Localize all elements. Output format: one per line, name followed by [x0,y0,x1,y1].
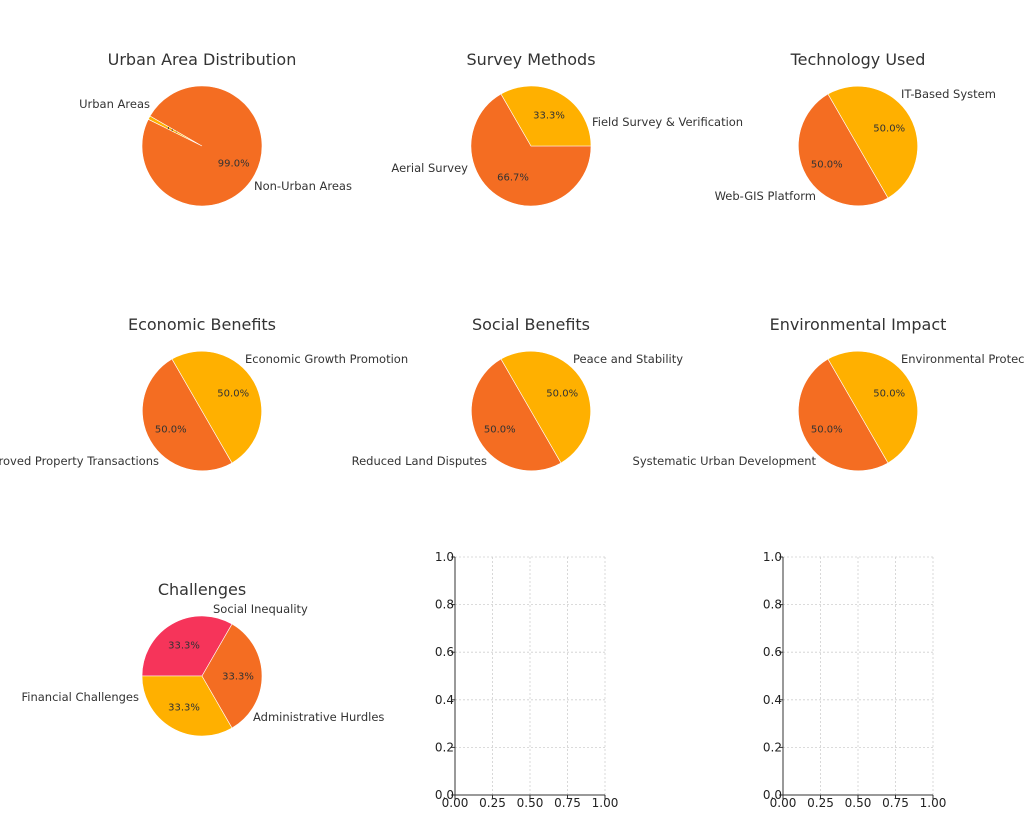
chart-title: Urban Area Distribution [108,50,297,69]
slice-percent-label: 33.3% [533,110,565,121]
slice-percent-label: 33.3% [168,703,200,714]
pie-slice [141,675,233,737]
slice-category-label: Social Inequality [213,602,308,616]
y-tick-label: 0.0 [435,788,454,802]
slice-category-label: Administrative Hurdles [253,710,384,724]
slice-percent-label: 66.7% [497,173,529,184]
slice-percent-label: 99.0% [218,159,250,170]
chart-title: Challenges [158,580,246,599]
pie-slice [470,93,592,207]
y-tick-label: 0.4 [435,693,454,707]
slice-percent-label: 33.3% [168,640,200,651]
pie-chart-3: Technology Used 50.0% IT-Based System 50.0%… [715,50,996,207]
y-tick-label: 0.2 [435,740,454,754]
pie-chart-7: Challenges 33.3% Social Inequality 33.3% Fin… [22,580,384,737]
slice-category-label: Reduced Land Disputes [352,454,487,468]
y-tick-label: 0.6 [763,645,782,659]
chart-title: Environmental Impact [770,315,947,334]
slice-percent-label: 50.0% [217,389,249,400]
chart-title: Social Benefits [472,315,590,334]
pie-slice [500,350,591,464]
y-tick-label: 1.0 [763,550,782,564]
pie-chart-1: Urban Area Distribution1.0%Urban Areas99… [79,50,352,207]
slice-category-label: Environmental Protection [901,352,1024,366]
slice-category-label: Aerial Survey [391,161,468,175]
pie-slice [471,358,562,472]
y-tick-label: 0.8 [435,598,454,612]
slice-percent-label: 50.0% [873,389,905,400]
slice-percent-label: 50.0% [155,425,187,436]
slice-category-label: Non-Urban Areas [254,179,352,193]
slice-percent-label: 50.0% [873,124,905,135]
slice-category-label: Improved Property Transactions [0,454,159,468]
x-tick-label: 0.75 [882,796,909,810]
y-tick-label: 0.4 [763,693,782,707]
chart-title: Survey Methods [466,50,595,69]
x-tick-label: 0.75 [554,796,581,810]
x-tick-label: 0.00 [770,796,797,810]
slice-percent-label: 50.0% [811,425,843,436]
pie-chart-2: Survey Methods 66.7% Field Survey & Verifi… [391,50,743,207]
y-tick-label: 0.6 [435,645,454,659]
pie-slice [500,85,592,147]
slice-category-label: Web-GIS Platform [715,189,816,203]
y-tick-label: 0.2 [763,740,782,754]
pie-slice [141,615,233,677]
slice-category-label: Urban Areas [79,97,150,111]
pie-slice [827,350,918,464]
slice-category-label: Peace and Stability [573,352,683,366]
y-tick-label: 0.0 [763,788,782,802]
slice-percent-label: 50.0% [484,425,516,436]
slice-percent-label: 50.0% [811,160,843,171]
slice-category-label: Economic Growth Promotion [245,352,408,366]
chart-title: Technology Used [790,50,926,69]
chart-title: Economic Benefits [128,315,276,334]
x-tick-label: 1.00 [920,796,947,810]
slice-category-label: IT-Based System [901,87,996,101]
pie-slice [171,350,262,464]
x-tick-label: 0.00 [442,796,469,810]
slice-category-label: Field Survey & Verification [592,115,743,129]
pie-chart-5: Social Benefits 50.0% Peace and Stability 5… [352,315,683,472]
pie-slice [142,358,233,472]
pie-slice [827,85,918,199]
x-tick-label: 1.00 [592,796,619,810]
pie-chart-6: Environmental Impact 50.0% Environmental P… [633,315,1024,472]
empty-axes-1: 0.00 0.25 0.50 0.75 1.00 0.0 0.2 0.4 0.6 0.8 1.0 [435,550,618,810]
empty-axes-2: 0.00 0.25 0.50 0.75 1.00 0.0 0.2 0.4 0.6 0.8 1.0 [763,550,946,810]
x-tick-label: 0.50 [845,796,872,810]
pie-chart-4: Economic Benefits 50.0% Economic Growth Pr… [0,315,408,472]
slice-category-label: Systematic Urban Development [633,454,817,468]
x-tick-label: 0.25 [479,796,506,810]
slice-percent-label: 33.3% [222,672,254,683]
pie-slice [201,623,263,729]
slice-percent-label: 50.0% [546,389,578,400]
y-tick-label: 0.8 [763,598,782,612]
pie-slice [798,93,889,207]
pie-slice [798,358,889,472]
x-tick-label: 0.50 [517,796,544,810]
x-tick-label: 0.25 [807,796,834,810]
y-tick-label: 1.0 [435,550,454,564]
slice-category-label: Financial Challenges [22,690,140,704]
pie-slice [141,85,263,207]
